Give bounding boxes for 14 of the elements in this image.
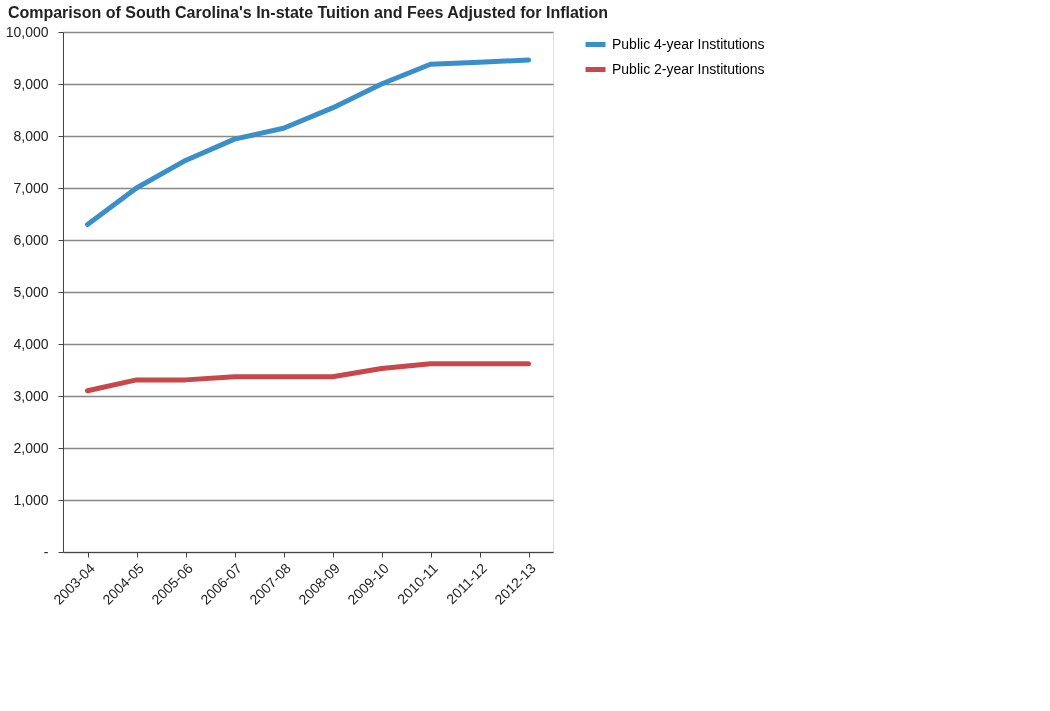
legend-label: Public 4-year Institutions: [612, 35, 765, 52]
y-tick-label: 1,000: [13, 491, 49, 508]
y-tick-label: 7,000: [13, 179, 49, 196]
chart-title: Comparison of South Carolina's In-state Tuition and Fees Adjusted for Inflation: [7, 4, 609, 21]
y-tick-label: 3,000: [13, 387, 49, 404]
y-tick-label: -: [43, 543, 49, 560]
y-tick-label: 8,000: [13, 127, 49, 144]
y-tick-label: 2,000: [13, 439, 49, 456]
y-tick-label: 6,000: [13, 231, 49, 248]
y-tick-label: 10,000: [5, 23, 49, 40]
y-tick-label: 9,000: [13, 75, 49, 92]
legend-label: Public 2-year Institutions: [612, 60, 765, 77]
y-tick-label: 4,000: [13, 335, 49, 352]
y-tick-label: 5,000: [13, 283, 49, 300]
